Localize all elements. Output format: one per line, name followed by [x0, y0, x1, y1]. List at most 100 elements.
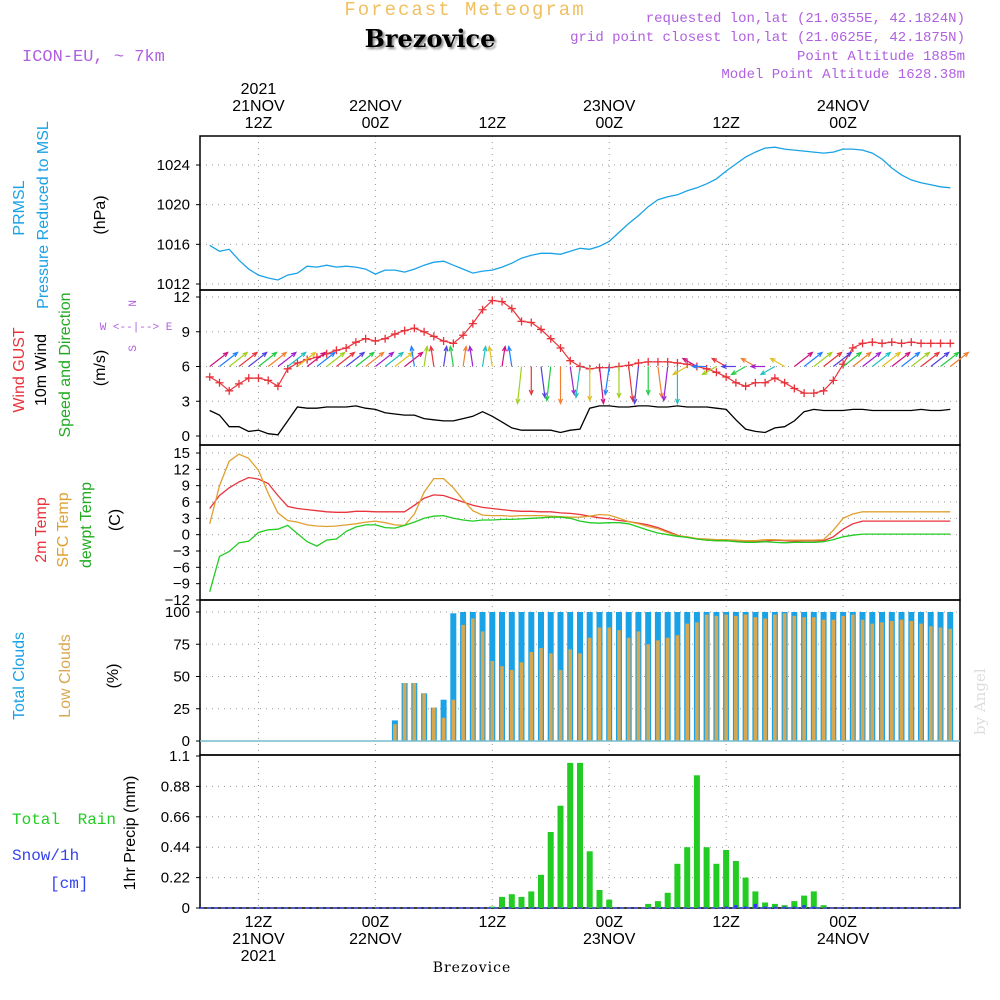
snow-bar	[763, 906, 767, 908]
low-cloud-bar	[714, 615, 719, 741]
y-tick-label: 25	[173, 701, 190, 718]
wind-arrow	[540, 366, 546, 398]
wind-arrow-head	[329, 351, 337, 358]
bottom-time-label: 23NOV	[583, 931, 636, 948]
rain-bar	[557, 805, 564, 908]
wind-arrow-head	[885, 351, 892, 358]
gust-marker	[468, 319, 477, 328]
low-cloud-bar	[597, 627, 602, 741]
y-tick-label: 9	[182, 324, 190, 341]
wind-arrow	[442, 346, 448, 367]
gust-marker	[390, 330, 399, 339]
sfc-temp-line	[209, 453, 951, 542]
wind-arrow	[657, 366, 663, 398]
gust-marker	[381, 334, 390, 343]
wind-arrow-head	[271, 351, 278, 358]
low-cloud-bar	[393, 724, 397, 741]
panel-frame	[199, 444, 961, 601]
wind-arrow	[209, 352, 229, 367]
y-tick-label: 0.22	[161, 870, 190, 887]
snow-bar	[743, 906, 748, 908]
wind-arrow-head	[826, 351, 833, 358]
gust-marker	[517, 317, 526, 326]
low-cloud-bar	[899, 619, 904, 741]
wind-arrow	[267, 352, 287, 367]
gust-marker	[537, 325, 546, 334]
wind-arrow-head	[359, 351, 366, 358]
gust-marker	[917, 339, 926, 348]
label-snow: Snow/1h	[12, 847, 79, 865]
low-cloud-bar	[607, 627, 611, 741]
gust-marker	[429, 332, 438, 341]
gust-marker	[488, 296, 497, 305]
low-cloud-bar	[480, 631, 485, 741]
low-cloud-bar	[490, 661, 495, 741]
wind-arrow	[901, 352, 920, 367]
wind-arrow-head	[423, 344, 429, 352]
low-cloud-bar	[549, 653, 553, 741]
requested-coords: requested lon,lat (21.0355E, 42.1824N)	[646, 11, 965, 27]
y-tick-label: 0.44	[161, 839, 190, 856]
wind-panel: 0 3 6 9 12	[173, 289, 970, 446]
rain-bar	[752, 891, 759, 908]
gust-marker	[215, 378, 224, 387]
low-cloud-bar	[724, 614, 728, 741]
bottom-time-label: 22NOV	[349, 931, 402, 948]
low-cloud-bar	[441, 717, 446, 741]
wind-arrow	[258, 352, 277, 367]
wind-arrow-head	[934, 351, 941, 358]
wind-arrow-head	[895, 351, 902, 358]
wind-arrow-head	[349, 351, 356, 358]
location-title: Brezovice	[365, 24, 496, 53]
gust-marker	[936, 339, 945, 348]
low-cloud-bar	[665, 637, 670, 741]
low-cloud-bar	[851, 614, 855, 741]
y-tick-label: −3	[173, 543, 190, 560]
low-cloud-bar	[519, 662, 524, 741]
bottom-time-label: 21NOV	[232, 931, 285, 948]
rain-bar	[489, 906, 496, 908]
low-cloud-bar	[929, 626, 933, 741]
rain-bar	[693, 775, 700, 908]
top-time-label: 2021	[241, 81, 277, 98]
point-altitude: Point Altitude 1885m	[797, 49, 965, 65]
wind-arrow	[930, 352, 950, 367]
gust-marker	[848, 343, 857, 352]
rain-bar	[732, 861, 739, 908]
wind-arrow	[702, 365, 717, 376]
y-tick-label: 1.1	[169, 748, 190, 765]
low-cloud-bar	[773, 614, 777, 741]
wind-arrow-head	[817, 351, 824, 358]
wind-arrow	[569, 366, 575, 395]
wind-arrow-head	[501, 344, 507, 352]
rain-bar	[664, 892, 671, 908]
label-pressure-msl: Pressure Reduced to MSL	[35, 121, 52, 309]
low-cloud-bar	[432, 707, 436, 741]
y-tick-label: 1024	[157, 157, 190, 174]
wind-arrow	[423, 346, 428, 367]
label-low-clouds: Low Clouds	[57, 634, 74, 718]
rain-bar	[508, 894, 515, 908]
low-cloud-bar	[539, 648, 543, 741]
wind-arrow-head	[740, 357, 747, 363]
wind-arrow	[277, 352, 297, 367]
wind-arrow-head	[691, 364, 698, 369]
wind-arrow-head	[487, 344, 493, 352]
y-tick-label: 6	[182, 494, 190, 511]
label-2m-temp: 2m Temp	[33, 497, 50, 563]
rain-bar	[654, 901, 661, 908]
wind-arrow-head	[674, 398, 680, 406]
wind-arrow	[248, 352, 268, 367]
rain-bar	[596, 890, 603, 908]
low-cloud-bar	[860, 619, 865, 741]
gust-marker	[868, 338, 877, 347]
snow-bar	[802, 905, 806, 908]
snow-bar	[782, 906, 787, 908]
y-tick-label: 0	[182, 733, 190, 750]
low-cloud-bar	[753, 617, 758, 741]
precip-panel: 0 0.22 0.44 0.66 0.88 1.1	[161, 748, 961, 917]
gust-marker	[722, 372, 731, 381]
snow-bar	[734, 905, 738, 908]
gust-marker	[205, 372, 214, 381]
